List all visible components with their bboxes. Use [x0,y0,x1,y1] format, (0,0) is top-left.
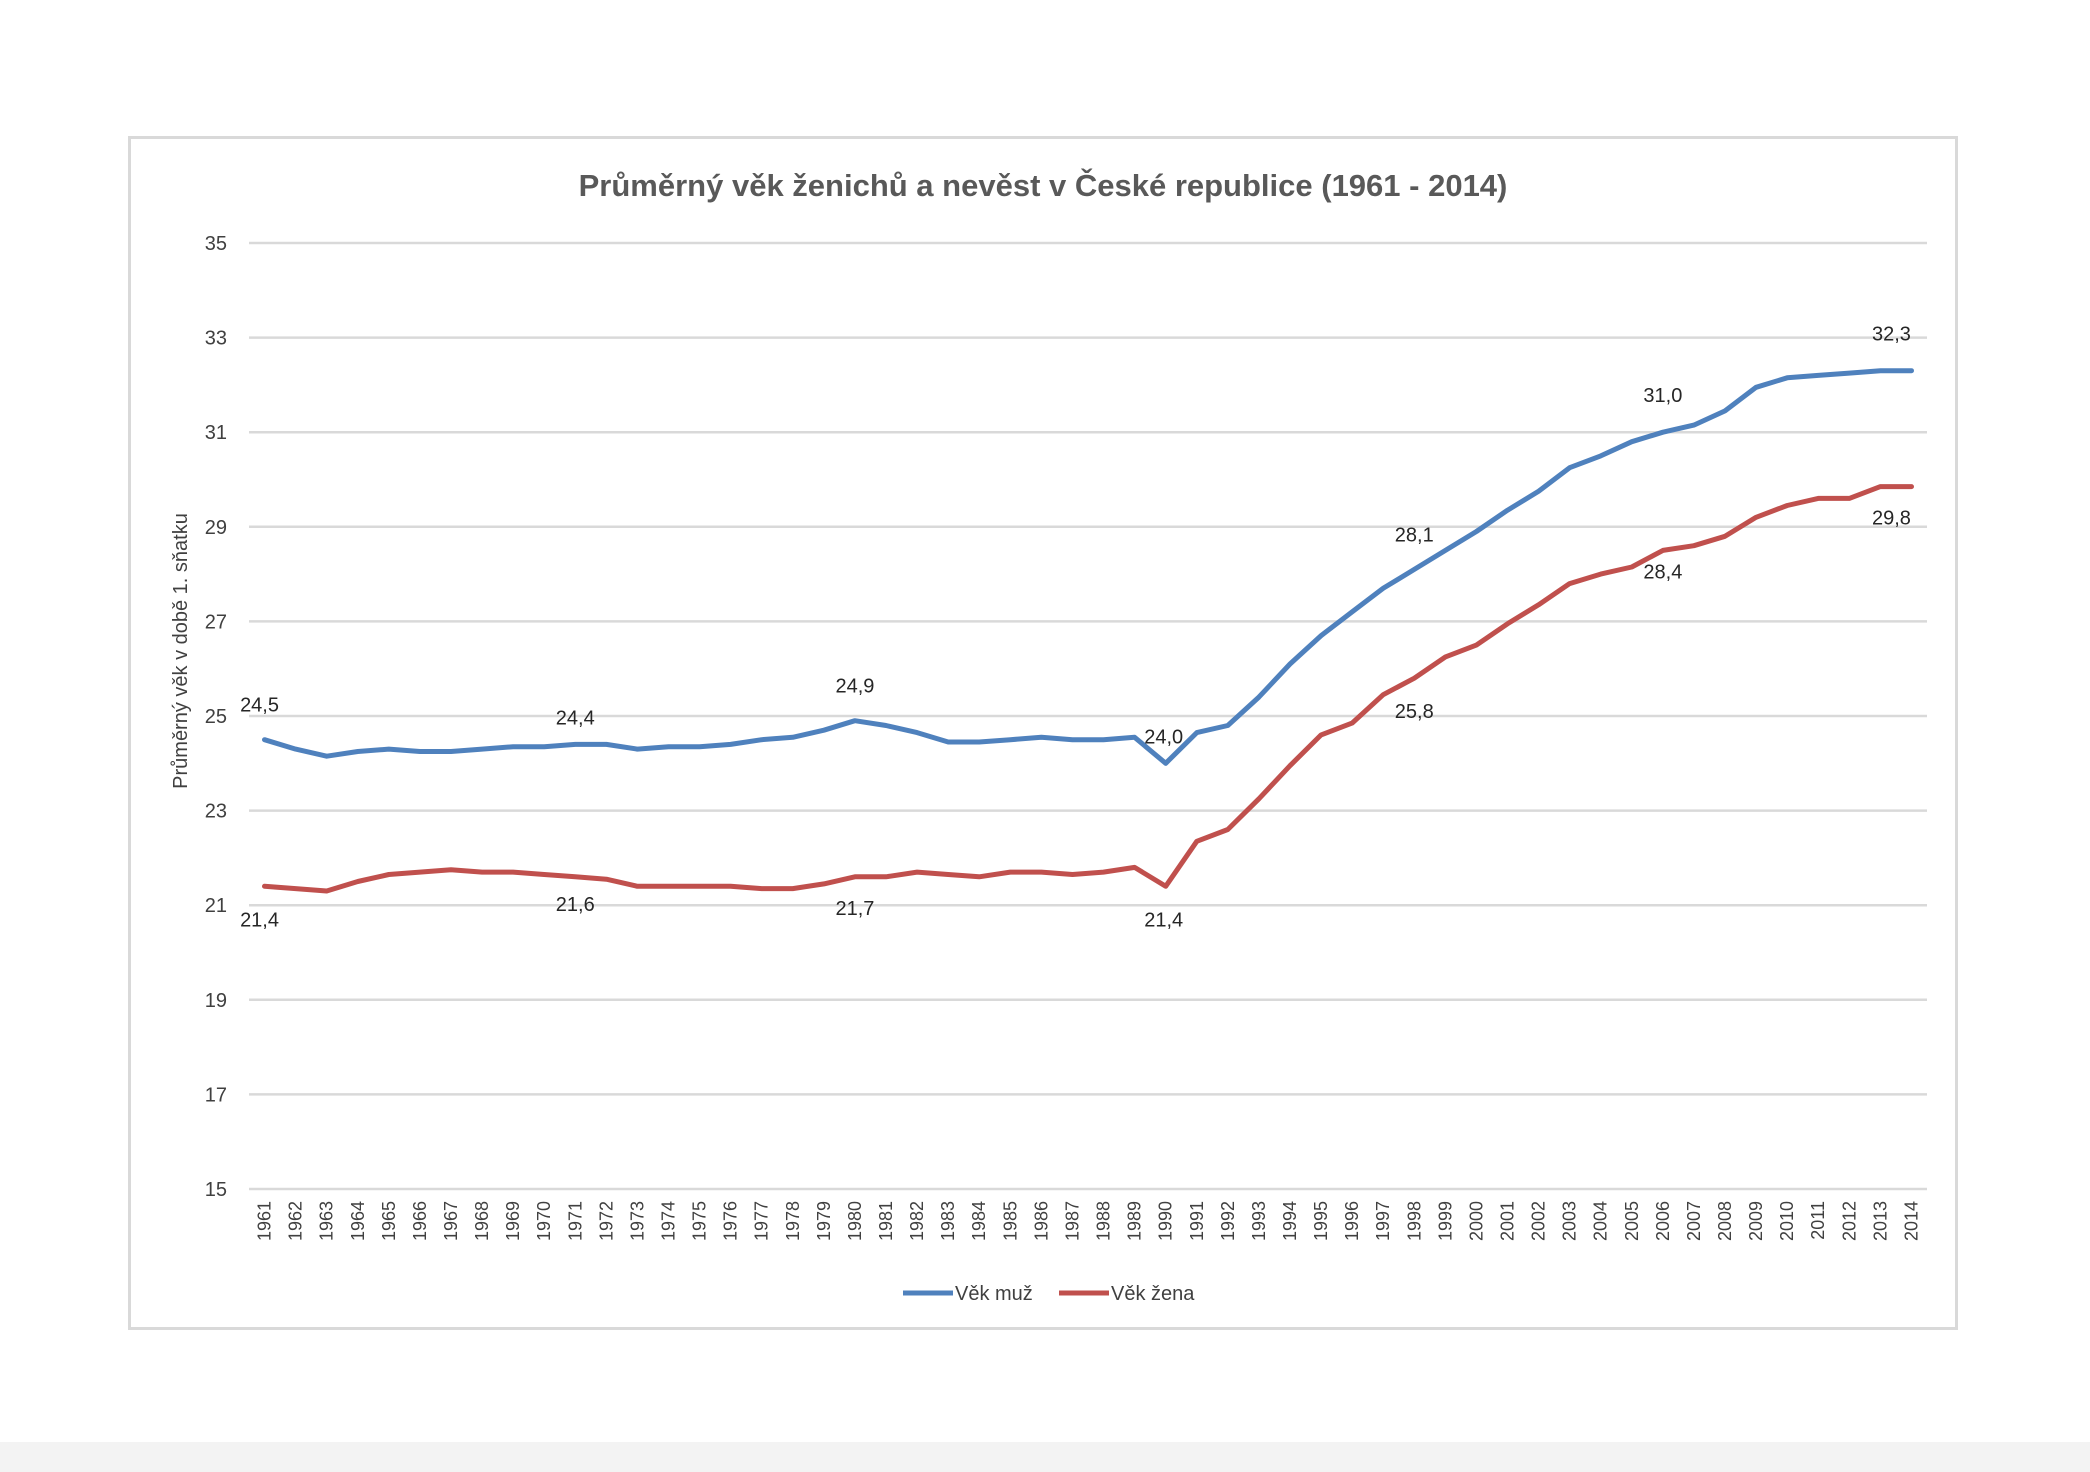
x-tick-label: 2000 [1466,1201,1486,1241]
x-tick-label: 1969 [503,1201,523,1241]
x-tick-label: 1987 [1062,1201,1082,1241]
x-tick-label: 1988 [1094,1201,1114,1241]
x-tick-label: 2013 [1870,1201,1890,1241]
x-tick-label: 2008 [1715,1201,1735,1241]
data-label: 21,7 [835,898,874,920]
data-label: 25,8 [1395,701,1434,723]
data-label: 21,4 [1144,909,1183,931]
x-tick-label: 1998 [1404,1201,1424,1241]
y-tick-label: 29 [205,517,227,539]
x-tick-label: 2009 [1746,1201,1766,1241]
data-label: 29,8 [1872,508,1911,530]
y-tick-label: 35 [205,233,227,255]
y-tick-label: 33 [205,328,227,350]
x-tick-label: 1989 [1125,1201,1145,1241]
x-tick-label: 1995 [1311,1201,1331,1241]
x-tick-label: 1981 [876,1201,896,1241]
x-tick-label: 2010 [1777,1201,1797,1241]
x-tick-label: 2005 [1622,1201,1642,1241]
x-tick-label: 2007 [1684,1201,1704,1241]
series-lines [262,368,1914,894]
x-tick-label: 1973 [627,1201,647,1241]
x-tick-label: 2012 [1839,1201,1859,1241]
data-label: 31,0 [1643,385,1682,407]
x-tick-label: 1984 [969,1201,989,1241]
x-tick-label: 1975 [690,1201,710,1241]
x-tick-label: 1980 [845,1201,865,1241]
series-line-vek-muz [262,368,1914,766]
data-label: 28,1 [1395,524,1434,546]
data-label: 21,6 [556,894,595,916]
x-tick-label: 1999 [1435,1201,1455,1241]
x-tick-label: 1962 [286,1201,306,1241]
chart-title: Průměrný věk ženichů a nevěst v České re… [579,167,1508,203]
x-tick-label: 1974 [659,1201,679,1241]
x-tick-label: 1961 [255,1201,275,1241]
x-tick-label: 1970 [534,1201,554,1241]
legend-label: Věk muž [955,1283,1033,1305]
y-tick-label: 21 [205,895,227,917]
x-tick-label: 2006 [1653,1201,1673,1241]
data-label: 24,0 [1144,726,1183,748]
legend-label: Věk žena [1111,1283,1195,1305]
x-tick-label: 1966 [410,1201,430,1241]
data-labels: 24,5 24,4 24,9 24,0 28,1 31,0 32,3 21,4 21,6 21,7… [240,324,1911,932]
x-tick-label: 1971 [565,1201,585,1241]
data-label: 28,4 [1643,561,1682,583]
data-label: 24,5 [240,695,279,717]
x-tick-label: 2011 [1808,1201,1828,1240]
x-tick-label: 1986 [1031,1201,1051,1241]
gridlines [249,241,1927,1191]
y-tick-label: 31 [205,422,227,444]
data-label: 24,9 [835,676,874,698]
x-tick-label: 1996 [1342,1201,1362,1241]
data-label: 32,3 [1872,324,1911,346]
y-tick-label: 19 [205,990,227,1012]
x-tick-label: 1991 [1187,1201,1207,1241]
x-tick-label: 1983 [938,1201,958,1241]
y-tick-label: 23 [205,801,227,823]
x-tick-label: 1990 [1156,1201,1176,1241]
x-tick-label: 1997 [1373,1201,1393,1241]
line-chart: Průměrný věk ženichů a nevěst v České re… [170,167,1927,1305]
series-line-vek-zena [262,484,1914,894]
x-tick-label: 1985 [1000,1201,1020,1241]
x-tick-label: 1964 [348,1201,368,1241]
y-tick-label: 27 [205,611,227,633]
x-tick-label: 1972 [596,1201,616,1241]
x-tick-label: 2001 [1498,1201,1518,1241]
x-tick-label: 1968 [472,1201,492,1241]
x-tick-label: 1994 [1280,1201,1300,1241]
x-tick-label: 1979 [814,1201,834,1241]
data-label: 21,4 [240,909,279,931]
y-tick-label: 25 [205,706,227,728]
x-tick-label: 1965 [379,1201,399,1241]
y-axis-ticks: 15 17 19 21 23 25 27 29 31 33 35 [205,233,227,1201]
y-tick-label: 17 [205,1084,227,1106]
page-bottom-shade [0,1442,2090,1472]
x-tick-label: 2014 [1901,1201,1921,1241]
x-tick-label: 1978 [783,1201,803,1241]
x-tick-label: 1992 [1218,1201,1238,1241]
legend: Věk muž Věk žena [903,1283,1195,1305]
y-tick-label: 15 [205,1179,227,1201]
x-tick-label: 1976 [721,1201,741,1241]
x-tick-label: 2004 [1591,1201,1611,1241]
data-label: 24,4 [556,707,595,729]
y-axis-title: Průměrný věk v době 1. sňatku [170,513,192,789]
x-tick-label: 1967 [441,1201,461,1241]
x-tick-label: 2002 [1529,1201,1549,1241]
chart-frame: Průměrný věk ženichů a nevěst v České re… [128,136,1958,1330]
x-tick-label: 1993 [1249,1201,1269,1241]
x-tick-label: 2003 [1560,1201,1580,1241]
x-tick-label: 1963 [317,1201,337,1241]
x-tick-label: 1977 [752,1201,772,1241]
x-axis-ticks: 1961 1962 1963 1964 1965 1966 1967 1968 1969 1970… [255,1201,1922,1241]
x-tick-label: 1982 [907,1201,927,1241]
